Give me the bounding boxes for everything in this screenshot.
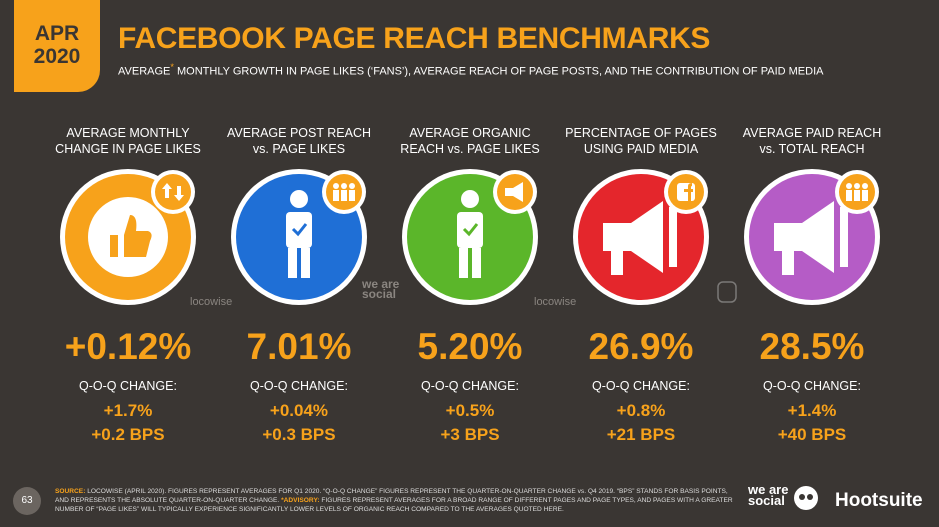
icon-megaphone	[774, 201, 834, 273]
page-number: 63	[13, 487, 41, 515]
badge-person	[846, 190, 852, 201]
change-label: Q-O-Q CHANGE:	[592, 379, 690, 393]
owl-watermark	[717, 281, 737, 303]
metric-label-line: vs. TOTAL REACH	[759, 142, 865, 156]
change-label: Q-O-Q CHANGE:	[79, 379, 177, 393]
badge-person	[846, 183, 852, 189]
watermark: locowise	[190, 296, 233, 308]
metric-label-line: vs. PAGE LIKES	[252, 142, 346, 156]
subtitle: AVERAGE* MONTHLY GROWTH IN PAGE LIKES (‘…	[118, 62, 823, 78]
metric-label-line: AVERAGE MONTHLY	[66, 126, 190, 140]
icon-leg	[472, 248, 481, 278]
icon-body	[286, 212, 312, 248]
metric-label: AVERAGE POST REACH vs. PAGE LIKES	[214, 125, 384, 157]
badge-person	[862, 183, 868, 189]
change-value: +1.4%	[787, 401, 837, 420]
icon-body	[457, 212, 483, 248]
icon-badge	[835, 170, 879, 214]
date-month: APR	[34, 22, 80, 45]
badge-person	[349, 190, 355, 201]
change-value: +0.04%	[269, 401, 329, 420]
metric-label: AVERAGE ORGANIC REACH vs. PAGE LIKES	[385, 125, 555, 157]
change-label: Q-O-Q CHANGE:	[763, 379, 861, 393]
metric-label: PERCENTAGE OF PAGES USING PAID MEDIA	[556, 125, 726, 157]
hootsuite-owl	[794, 486, 818, 510]
icon-badge	[322, 170, 366, 214]
source-note: SOURCE: LOCOWISE (APRIL 2020). FIGURES R…	[55, 487, 735, 514]
icon-badge	[493, 170, 537, 214]
subtitle-end: MONTHLY GROWTH IN PAGE LIKES (‘FANS’), A…	[177, 65, 824, 78]
source-text: LOCOWISE (APRIL 2020). FIGURES REPRESENT…	[55, 488, 728, 504]
badge-disc	[155, 174, 191, 210]
icon-head	[461, 190, 479, 208]
advisory-label: *ADVISORY:	[281, 497, 320, 504]
icon-leg	[459, 248, 468, 278]
source-label: SOURCE:	[55, 488, 86, 495]
badge-person	[862, 190, 868, 201]
icon-bar	[669, 207, 677, 267]
icon-handle	[782, 251, 794, 275]
change-value: +0.8%	[616, 401, 666, 420]
metric-label-line: PERCENTAGE OF PAGES	[565, 126, 717, 140]
brand-logo: we are social	[748, 482, 789, 508]
metric-label: AVERAGE PAID REACH vs. TOTAL REACH	[727, 125, 897, 157]
metric-value: +0.12%	[64, 326, 192, 367]
icon-badge	[664, 170, 708, 214]
metric-value: 7.01%	[246, 326, 352, 367]
badge-person	[341, 190, 347, 201]
metric-label-line: AVERAGE POST REACH	[226, 126, 372, 140]
icon-leg	[301, 248, 310, 278]
change-bps: +0.3 BPS	[262, 425, 336, 444]
title: FACEBOOK PAGE REACH BENCHMARKS	[118, 22, 711, 55]
badge-person	[854, 190, 860, 201]
badge-person	[333, 190, 339, 201]
metric-label-line: CHANGE IN PAGE LIKES	[55, 142, 201, 156]
change-label: Q-O-Q CHANGE:	[421, 379, 519, 393]
metric-label-line: AVERAGE PAID REACH	[742, 126, 882, 140]
icon-bar	[840, 207, 848, 267]
badge-f	[684, 183, 693, 201]
change-bps: +40 BPS	[777, 425, 847, 444]
change-bps: +3 BPS	[440, 425, 500, 444]
badge-arrows	[162, 183, 184, 201]
change-label: Q-O-Q CHANGE:	[250, 379, 348, 393]
metric-label-line: AVERAGE ORGANIC	[409, 126, 531, 140]
change-bps: +21 BPS	[606, 425, 676, 444]
badge-person	[341, 183, 347, 189]
badge-person	[854, 183, 860, 189]
subtitle-start: AVERAGE	[118, 65, 171, 78]
metric-label: AVERAGE MONTHLY CHANGE IN PAGE LIKES	[43, 125, 213, 157]
date-badge: APR 2020	[14, 0, 100, 92]
subtitle-mark: *	[170, 62, 174, 72]
date-year: 2020	[33, 45, 81, 68]
icon-thumb	[110, 215, 152, 257]
icon-check	[462, 223, 479, 237]
icon-handle	[611, 251, 623, 275]
advisory-text: FIGURES REPRESENT AVERAGES FOR A BROAD R…	[55, 497, 733, 513]
change-value: +0.5%	[445, 401, 495, 420]
icon-leg	[288, 248, 297, 278]
icon-badge	[151, 170, 195, 214]
badge-person	[333, 183, 339, 189]
icon-head	[290, 190, 308, 208]
change-value: +1.7%	[103, 401, 153, 420]
watermark: we are social	[362, 277, 400, 301]
change-bps: +0.2 BPS	[91, 425, 165, 444]
icon-megaphone	[603, 201, 663, 273]
metric-value: 28.5%	[759, 326, 865, 367]
brand-logo: Hootsuite	[835, 490, 923, 511]
metric-value: 26.9%	[588, 326, 694, 367]
metric-label-line: USING PAID MEDIA	[583, 142, 699, 156]
metric-label-line: REACH vs. PAGE LIKES	[400, 142, 540, 156]
metric-value: 5.20%	[417, 326, 523, 367]
badge-megaphone	[505, 182, 523, 202]
icon-check	[291, 223, 308, 237]
watermark: locowise	[534, 296, 577, 308]
badge-person	[349, 183, 355, 189]
